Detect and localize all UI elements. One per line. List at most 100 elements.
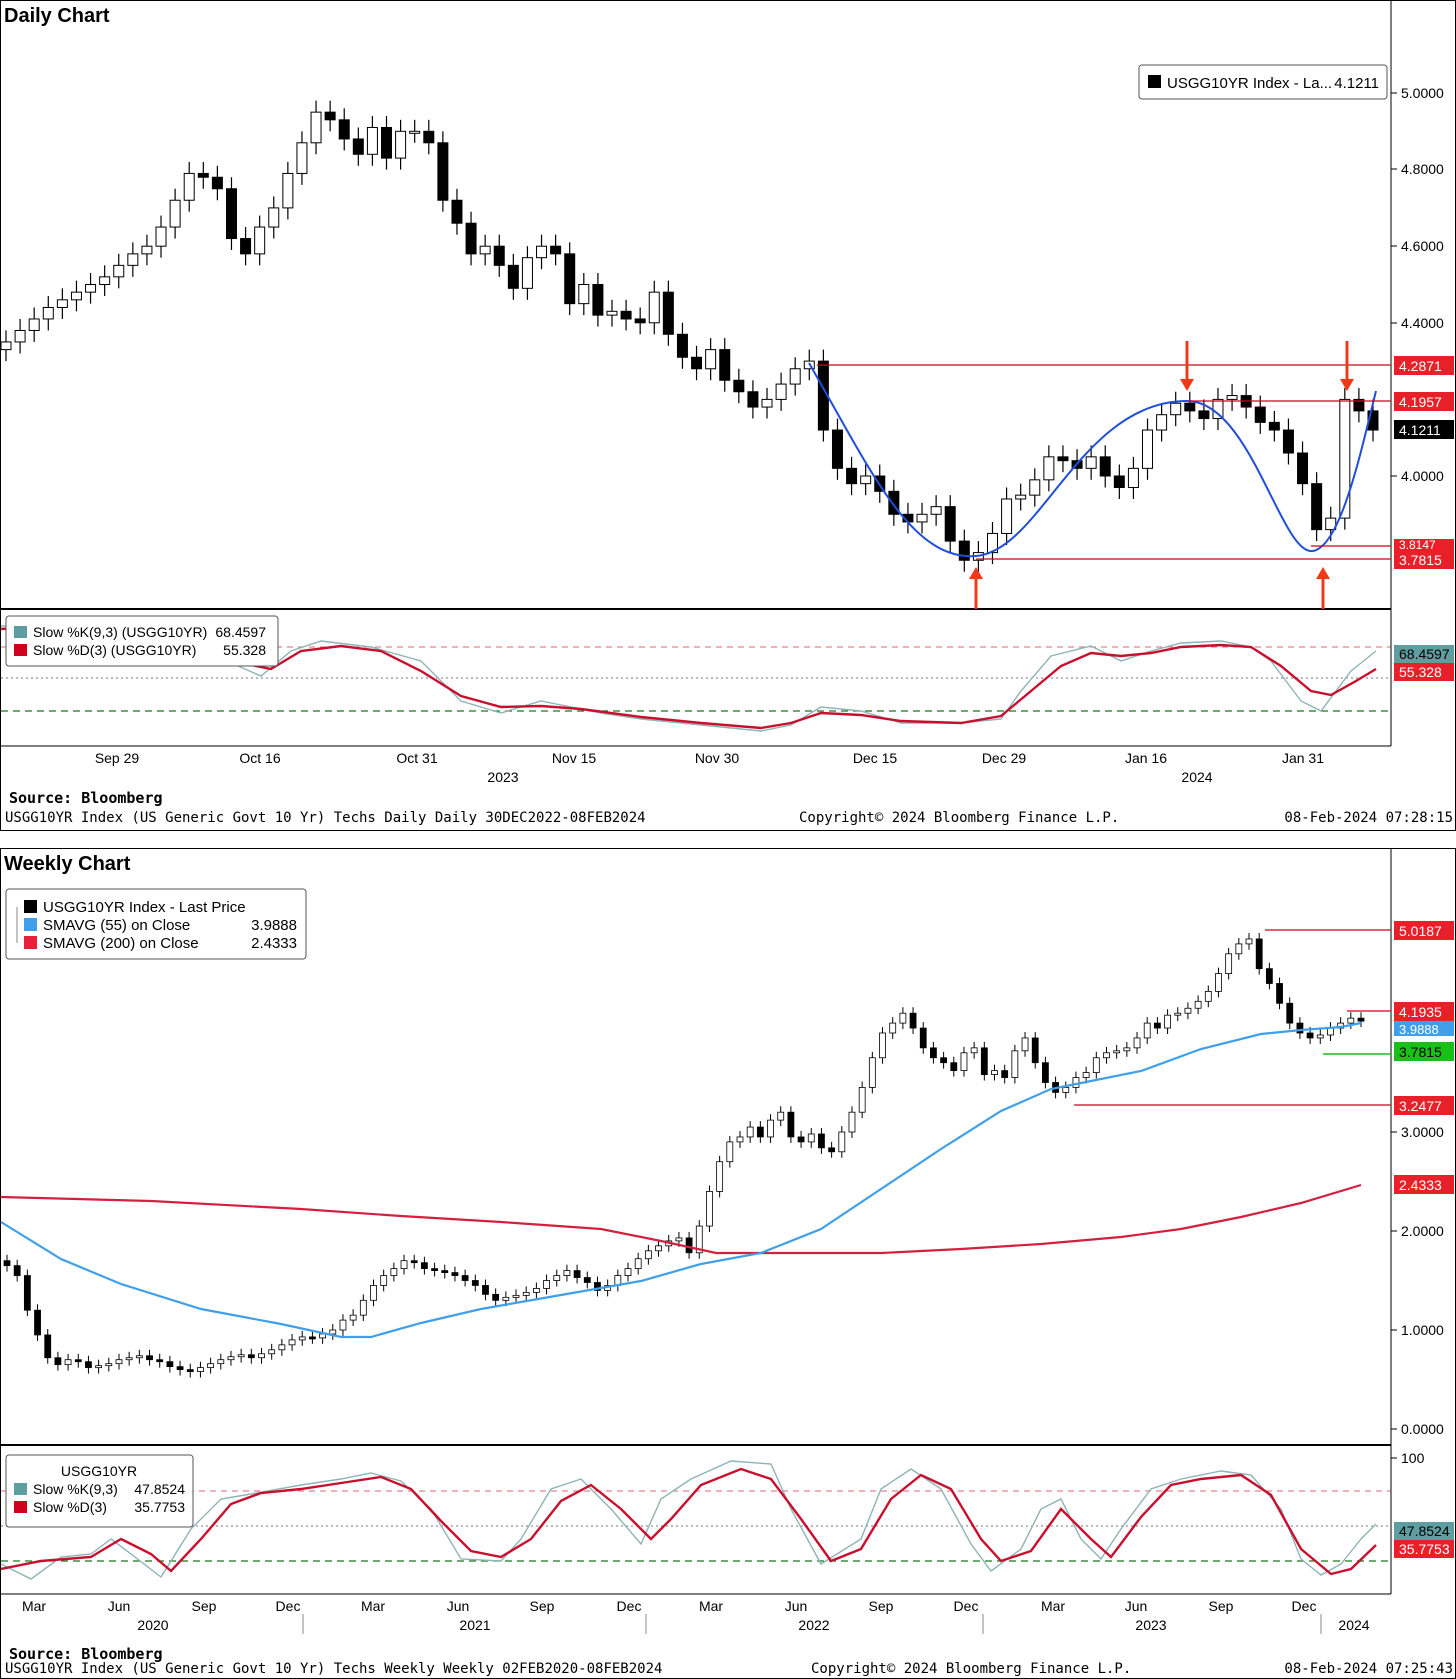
candle-up — [889, 1022, 897, 1034]
daily-price-labels: 4.2871 4.1957 4.1211 3.8147 3.7815 — [1394, 356, 1454, 569]
candle-up — [310, 111, 322, 144]
candle-down — [1254, 406, 1266, 423]
arrow-up-icon — [969, 567, 983, 609]
candle-up — [42, 306, 54, 320]
daily-legend: USGG10YR Index - La... 4.1211 — [1138, 64, 1388, 100]
candle-down — [564, 253, 576, 305]
candle-down — [437, 142, 449, 201]
candle-down — [888, 490, 900, 515]
candle-up — [113, 264, 125, 278]
candle-up — [578, 284, 590, 305]
osc-label-d: 35.7753 — [1399, 1541, 1450, 1557]
candle-down — [620, 310, 632, 320]
candle-down — [828, 1147, 836, 1153]
osc-legend-label: Slow %K(9,3) (USGG10YR) — [33, 624, 207, 640]
legend-swatch — [1148, 75, 1161, 88]
x-tick: Sep 29 — [95, 750, 140, 766]
candle-up — [1164, 1014, 1171, 1029]
candle-down — [1042, 1062, 1049, 1083]
weekly-footer-left: USGG10YR Index (US Generic Govt 10 Yr) T… — [5, 1661, 663, 1677]
weekly-price-labels: 5.0187 4.1935 3.9888 3.7815 3.2477 2.433… — [1394, 921, 1454, 1194]
candle-down — [338, 119, 350, 140]
candle-down — [1282, 429, 1294, 454]
candle-up — [1325, 517, 1337, 531]
double-bottom-curve — [808, 362, 1377, 558]
candle-up — [135, 1355, 143, 1359]
candle-up — [1092, 1057, 1100, 1073]
candle-up — [359, 1299, 367, 1316]
candle-up — [1029, 479, 1041, 496]
x-tick: Mar — [699, 1598, 723, 1614]
candle-up — [502, 1296, 510, 1301]
x-tick: Oct 31 — [396, 750, 437, 766]
candle-up — [1327, 1027, 1334, 1036]
candle-up — [522, 1291, 530, 1296]
candle-down — [156, 1359, 164, 1363]
candle-down — [1057, 456, 1069, 462]
candle-up — [141, 245, 153, 255]
legend-swatch — [24, 900, 37, 913]
osc-legend-label: Slow %D(3) (USGG10YR) — [33, 642, 196, 658]
candle-up — [512, 1294, 520, 1298]
candle-up — [349, 1314, 357, 1321]
candle-down — [441, 1270, 449, 1274]
candle-up — [553, 1275, 561, 1281]
candle-down — [1286, 1002, 1294, 1024]
candle-up — [183, 172, 195, 201]
candle-up — [409, 130, 421, 134]
candle-up — [807, 1133, 815, 1143]
candle-down — [818, 1133, 825, 1149]
daily-footer-left: USGG10YR Index (US Generic Govt 10 Yr) T… — [5, 810, 646, 826]
candle-down — [85, 1361, 92, 1369]
candle-down — [1255, 938, 1263, 970]
x-tick: Jan 31 — [1282, 750, 1324, 766]
candle-up — [296, 142, 308, 174]
candle-down — [1113, 475, 1125, 488]
y-tick: 2.0000 — [1401, 1223, 1444, 1239]
legend-label: USGG10YR Index - Last Price — [43, 899, 246, 916]
candle-down — [1297, 452, 1309, 485]
candle-up — [521, 257, 533, 289]
daily-x-axis: Sep 29 Oct 16 Oct 31 Nov 15 Nov 30 Dec 1… — [95, 750, 1324, 785]
candle-up — [624, 1268, 632, 1276]
price-label: 4.1957 — [1399, 394, 1442, 410]
x-tick: Jun — [447, 1598, 470, 1614]
candle-down — [247, 1354, 255, 1359]
candle-down — [451, 199, 463, 224]
osc-legend-label: Slow %K(9,3) — [33, 1481, 118, 1497]
legend-swatch — [24, 918, 37, 931]
daily-source: Source: Bloomberg — [9, 789, 163, 807]
candle-up — [1235, 943, 1243, 955]
x-tick: Dec 29 — [982, 750, 1027, 766]
candle-down — [1268, 421, 1280, 431]
candle-down — [176, 1366, 184, 1371]
candle-up — [390, 1268, 398, 1276]
legend-swatch — [14, 644, 27, 656]
candle-down — [787, 1111, 795, 1138]
candle-down — [594, 1282, 601, 1291]
candle-up — [1225, 953, 1233, 975]
candle-up — [1316, 1034, 1324, 1039]
x-tick: Mar — [1041, 1598, 1065, 1614]
candle-down — [492, 1293, 500, 1301]
candle-up — [14, 329, 26, 343]
legend-swatch — [14, 1483, 27, 1495]
candle-up — [1127, 467, 1139, 488]
x-tick: Dec 15 — [853, 750, 898, 766]
candle-up — [675, 1237, 683, 1242]
x-tick: Mar — [22, 1598, 46, 1614]
candle-up — [767, 1119, 774, 1138]
candle-down — [240, 238, 252, 255]
candle-down — [1184, 402, 1196, 412]
weekly-slow-d-line — [1, 1467, 1377, 1576]
candle-up — [197, 1367, 204, 1372]
weekly-chart-svg: 3.0000 2.0000 1.0000 0.0000 5.0187 4.193… — [1, 849, 1454, 1634]
candle-up — [761, 398, 773, 408]
year-label: 2022 — [798, 1617, 829, 1633]
candle-down — [592, 284, 604, 316]
year-label: 2023 — [1135, 1617, 1166, 1633]
smavg-200-line — [1, 1183, 1362, 1255]
price-label: 3.2477 — [1399, 1098, 1442, 1114]
candle-down — [831, 429, 843, 469]
candle-down — [1311, 483, 1323, 531]
